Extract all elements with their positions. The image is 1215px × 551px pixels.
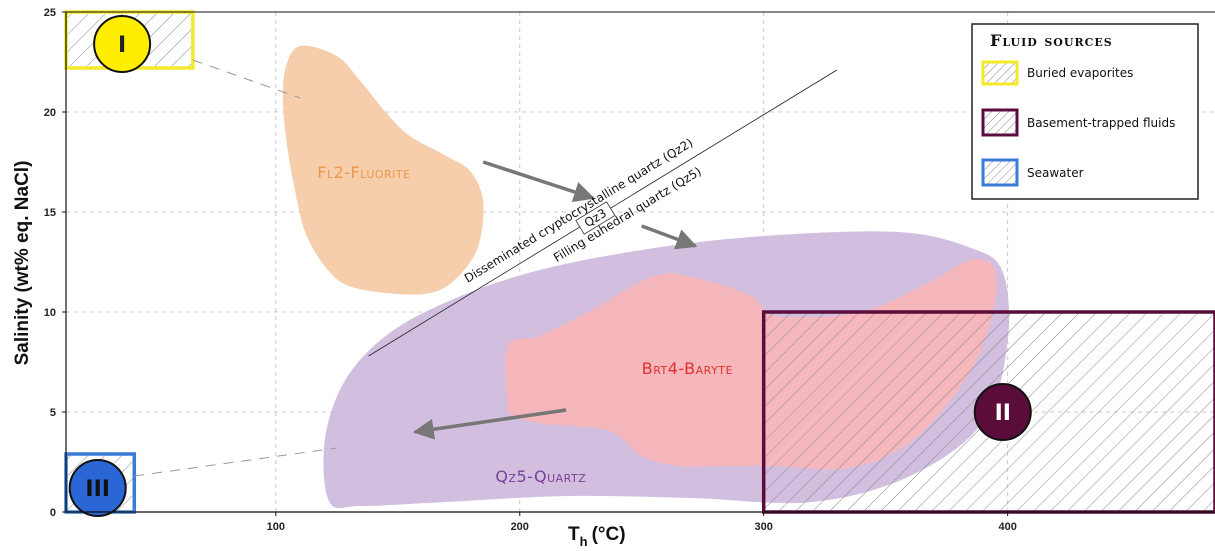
legend-label-buried-evaporites: Buried evaporites	[1027, 66, 1133, 80]
y-tick-label-0: 0	[50, 507, 56, 519]
field-label-fl2-fluorite: Fl2-Fluorite	[317, 163, 410, 182]
x-axis-title-sub: h	[580, 534, 588, 549]
legend-item-basement-trapped-fluids: Basement-trapped fluids	[981, 108, 1175, 137]
trend-arrow-1	[641, 224, 698, 250]
source-marker-buried-evaporites	[93, 15, 152, 73]
source-marker-label-seawater: III	[85, 477, 110, 502]
legend-item-seawater: Seawater	[981, 158, 1084, 187]
field-label-qz5-quartz: Qz5-Quartz	[495, 467, 586, 486]
y-tick-label-10: 10	[44, 307, 56, 319]
x-tick-label-300: 300	[755, 521, 773, 533]
source-marker-label-buried-evaporites: I	[118, 33, 126, 58]
y-tick-label-5: 5	[50, 407, 56, 419]
qz3-box-frame	[575, 201, 616, 235]
legend-swatch-seawater	[981, 158, 1019, 187]
x-axis-title-main: T	[568, 524, 580, 545]
axes	[65, 11, 1215, 513]
legend-title: Fluid sources	[990, 31, 1113, 50]
legend: Fluid sources Buried evaporites Basement…	[971, 23, 1199, 200]
source-marker-basement-trapped-fluids	[973, 383, 1032, 441]
x-tick-label-400: 400	[998, 521, 1016, 533]
x-tick-label-100: 100	[267, 521, 285, 533]
y-axis-title: Salinity (wt% eq. NaCl)	[12, 161, 33, 366]
trend-arrow-2	[412, 408, 567, 440]
tick-labels: 100 200 300 400 0 5 10 15 20 25	[44, 7, 1017, 533]
x-axis-title: Th (°C)	[568, 524, 626, 549]
y-tick-label-15: 15	[44, 207, 56, 219]
x-axis-title-unit: (°C)	[592, 524, 626, 545]
mixing-line-1	[134, 447, 337, 477]
field-label-brt4-baryte: Brt4-Baryte	[642, 359, 733, 378]
legend-label-seawater: Seawater	[1027, 166, 1084, 180]
legend-swatch-buried-evaporites	[981, 60, 1019, 86]
y-tick-label-25: 25	[44, 7, 56, 19]
source-marker-label-basement-trapped-fluids: II	[995, 401, 1011, 426]
mixing-line-0	[192, 59, 301, 99]
y-tick-label-20: 20	[44, 107, 56, 119]
legend-item-buried-evaporites: Buried evaporites	[981, 60, 1133, 86]
trend-arrow-0	[482, 160, 595, 203]
field-fl2-fluorite	[282, 45, 484, 295]
source-marker-seawater	[68, 459, 127, 517]
x-tick-label-200: 200	[511, 521, 529, 533]
legend-label-basement-trapped-fluids: Basement-trapped fluids	[1027, 116, 1175, 130]
legend-swatch-basement-trapped-fluids	[981, 108, 1019, 137]
